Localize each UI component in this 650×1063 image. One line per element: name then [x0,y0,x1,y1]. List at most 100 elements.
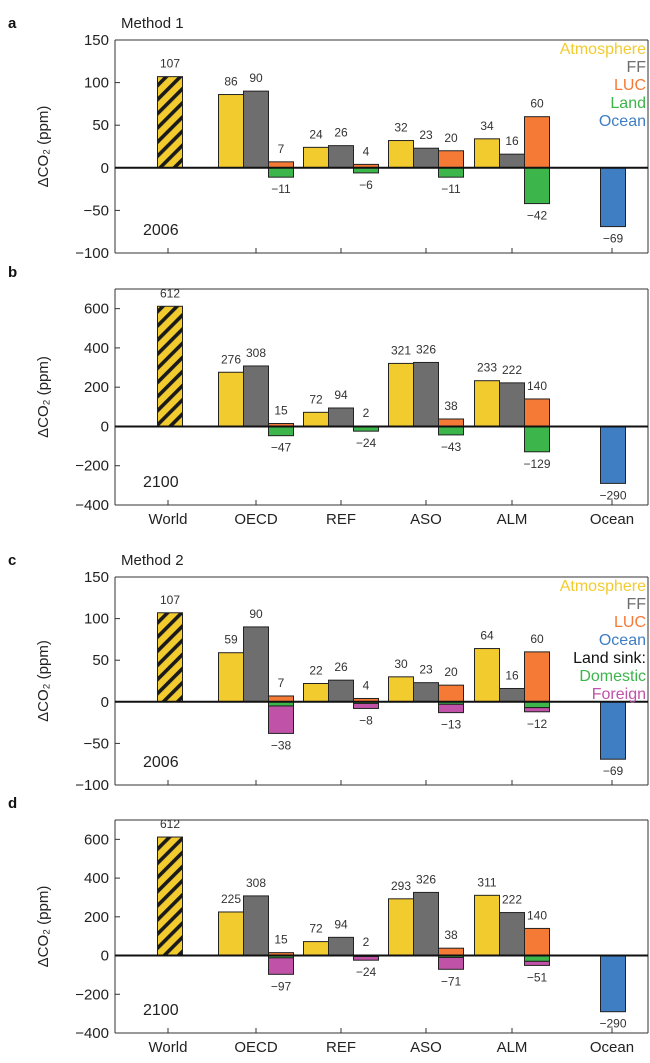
atmosphere-bar [303,146,329,169]
panel-letter: a [8,15,17,32]
x-tick-label: World [149,1039,188,1056]
x-tick-label: OECD [234,1039,278,1056]
panel-letter: b [8,264,17,281]
atmosphere-value-label: 30 [394,657,408,671]
world-bar [157,76,183,169]
atmosphere-value-label: 72 [309,392,323,406]
x-tick-label: REF [326,511,356,528]
y-tick-label: 600 [84,831,109,848]
atmosphere-bar [388,140,414,169]
y-tick-label: 0 [101,948,109,965]
atmosphere-bar [303,941,329,957]
ff-value-label: 326 [416,342,436,356]
land-sink-value-label: −8 [359,713,373,727]
ff-value-label: 94 [334,917,348,931]
luc-bar [438,947,464,957]
luc-value-label: 38 [444,399,458,413]
x-tick-label: ASO [410,511,442,528]
luc-value-label: 140 [527,379,547,393]
atmosphere-bar [218,94,244,169]
ff-bar [499,912,525,957]
ff-bar [413,891,439,957]
land-sink-value-label: −11 [271,182,291,196]
foreign-bar [524,960,550,966]
atmosphere-value-label: 34 [480,119,494,133]
ff-value-label: 16 [505,134,519,148]
foreign-bar [353,956,379,961]
ff-value-label: 90 [249,71,263,85]
legend-entry: Atmosphere [560,41,646,58]
legend-entry: Atmosphere [560,578,646,595]
luc-value-label: 2 [363,935,370,949]
panel-a: a Method 1 −100 −50 0 50 100 150 ΔCO₂ (ppm) 2006 1… [8,15,649,262]
y-tick-label: 400 [84,340,109,357]
atmosphere-bar [388,676,414,703]
world-value-label: 107 [160,593,180,607]
world-value-label: 612 [160,286,180,300]
land-sink-value-label: −38 [271,738,292,752]
world-bar [157,836,183,957]
y-axis-label: ΔCO₂ (ppm) [35,640,52,722]
panel-c: c Method 2 −100 −50 0 50 100 150 ΔCO₂ (ppm) 2006 1… [8,552,649,794]
atmosphere-value-label: 311 [477,875,496,889]
ocean-value-label: −290 [599,488,626,502]
luc-value-label: 2 [363,406,370,420]
luc-value-label: 38 [444,928,458,942]
atmosphere-value-label: 32 [394,121,408,135]
luc-bar [524,651,550,703]
y-tick-label: −200 [75,986,109,1003]
panel-letter: d [8,795,17,812]
legend-entry: Foreign [592,686,646,703]
y-tick-label: 0 [101,418,109,435]
y-tick-label: −50 [84,202,109,219]
land-bar [268,167,294,178]
ocean-bar [600,955,626,1013]
luc-bar [524,116,550,169]
ocean-value-label: −69 [603,764,624,778]
atmosphere-bar [474,380,500,427]
land-sink-value-label: −43 [441,440,462,454]
legend-entry: FF [626,59,646,76]
ff-value-label: 308 [246,876,266,890]
foreign-bar [524,707,550,713]
foreign-bar [438,703,464,714]
x-tick-label: ALM [497,511,528,528]
luc-bar [438,418,464,427]
ocean-bar [600,701,626,760]
luc-value-label: 7 [278,676,285,690]
ff-bar [499,687,525,703]
atmosphere-value-label: 64 [480,629,494,643]
year-label: 2006 [143,754,179,771]
atmosphere-bar [303,682,329,703]
year-label: 2100 [143,1002,179,1019]
legend-entry: Domestic [579,668,646,685]
atmosphere-value-label: 22 [309,663,323,677]
ocean-value-label: −69 [603,232,624,246]
ff-value-label: 23 [419,128,433,142]
atmosphere-bar [218,652,244,703]
year-label: 2100 [143,474,179,491]
atmosphere-value-label: 72 [309,922,323,936]
method-title: Method 2 [121,552,184,569]
method-title: Method 1 [121,15,184,32]
ff-value-label: 222 [502,363,522,377]
luc-bar [438,684,464,703]
atmosphere-bar [474,894,500,957]
y-tick-label: −400 [75,1025,109,1042]
land-bar [438,425,464,436]
x-tick-label: OECD [234,511,278,528]
ff-value-label: 90 [249,607,263,621]
atmosphere-value-label: 233 [477,361,497,375]
land-sink-value-label: −97 [271,979,292,993]
ff-bar [499,382,525,427]
atmosphere-bar [303,411,329,427]
land-sink-value-label: −24 [356,436,377,450]
ff-bar [243,90,269,169]
world-value-label: 612 [160,817,180,831]
atmosphere-value-label: 24 [309,127,323,141]
atmosphere-bar [474,648,500,703]
legend-entry: Land sink: [573,650,646,667]
ff-bar [499,153,525,169]
